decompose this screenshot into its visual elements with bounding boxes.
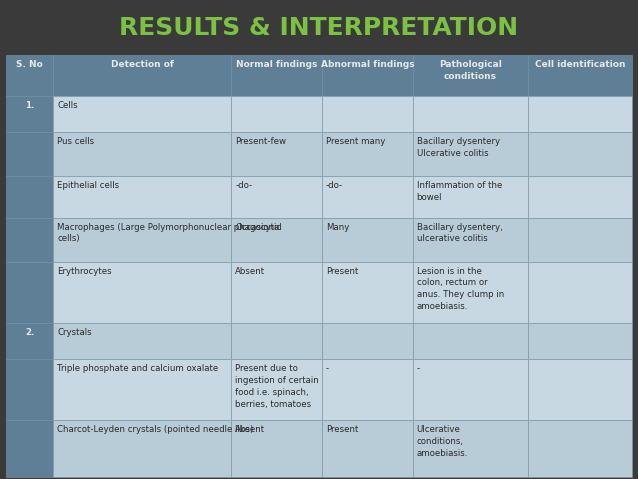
Bar (232, 218, 322, 262)
Bar (53, 96, 232, 132)
Text: Present: Present (326, 425, 359, 434)
Bar (53, 176, 232, 218)
Text: -do-: -do- (235, 181, 253, 190)
Text: Charcot-Leyden crystals (pointed needle like): Charcot-Leyden crystals (pointed needle … (57, 425, 253, 434)
Text: Occasional: Occasional (235, 223, 282, 232)
Text: Ulcerative
conditions,
amoebiasis.: Ulcerative conditions, amoebiasis. (417, 425, 468, 458)
Bar (322, 218, 413, 262)
Bar (6, 421, 54, 477)
Bar (322, 421, 413, 477)
Text: 1.: 1. (25, 101, 34, 110)
Bar (413, 176, 528, 218)
Text: Erythrocytes: Erythrocytes (57, 267, 112, 275)
Bar (232, 132, 322, 176)
Text: Present: Present (326, 267, 359, 275)
Text: Triple phosphate and calcium oxalate: Triple phosphate and calcium oxalate (57, 364, 218, 373)
Bar (232, 421, 322, 477)
Bar (322, 55, 413, 96)
Bar (6, 176, 54, 218)
Text: -: - (326, 364, 329, 373)
Bar (413, 132, 528, 176)
Text: Bacillary dysentery,
ulcerative colitis: Bacillary dysentery, ulcerative colitis (417, 223, 502, 243)
Bar (6, 55, 54, 96)
Bar (413, 218, 528, 262)
Text: Absent: Absent (235, 425, 265, 434)
Bar (6, 96, 54, 132)
Bar (528, 176, 632, 218)
Bar (413, 262, 528, 323)
Bar (6, 262, 54, 323)
Bar (322, 96, 413, 132)
Text: Pus cells: Pus cells (57, 137, 94, 146)
Bar (232, 359, 322, 421)
Text: Macrophages (Large Polymorphonuclear phagocytic
cells): Macrophages (Large Polymorphonuclear pha… (57, 223, 281, 243)
Bar (322, 262, 413, 323)
Text: Inflammation of the
bowel: Inflammation of the bowel (417, 181, 502, 202)
Text: Present due to
ingestion of certain
food i.e. spinach,
berries, tomatoes: Present due to ingestion of certain food… (235, 364, 319, 409)
Bar (6, 323, 54, 359)
Text: Bacillary dysentery
Ulcerative colitis: Bacillary dysentery Ulcerative colitis (417, 137, 500, 158)
Bar (322, 323, 413, 359)
Bar (232, 55, 322, 96)
Bar (53, 132, 232, 176)
Text: Cell identification: Cell identification (535, 60, 625, 69)
Bar (528, 421, 632, 477)
Bar (528, 359, 632, 421)
Bar (413, 421, 528, 477)
Text: Lesion is in the
colon, rectum or
anus. They clump in
amoebiasis.: Lesion is in the colon, rectum or anus. … (417, 267, 504, 311)
Bar (53, 323, 232, 359)
Text: Cells: Cells (57, 101, 78, 110)
Bar (528, 323, 632, 359)
Bar (53, 218, 232, 262)
Text: -: - (417, 364, 420, 373)
Text: Normal findings: Normal findings (236, 60, 318, 69)
Bar (528, 262, 632, 323)
Text: Crystals: Crystals (57, 328, 92, 337)
Bar (528, 218, 632, 262)
Text: Detection of: Detection of (111, 60, 174, 69)
Text: Many: Many (326, 223, 350, 232)
Bar (413, 55, 528, 96)
Bar (322, 359, 413, 421)
Bar (6, 132, 54, 176)
Bar (528, 96, 632, 132)
Text: Pathological
conditions: Pathological conditions (439, 60, 502, 80)
Bar (53, 421, 232, 477)
Text: Absent: Absent (235, 267, 265, 275)
Bar (232, 262, 322, 323)
Bar (413, 323, 528, 359)
Bar (6, 218, 54, 262)
Bar (413, 359, 528, 421)
Bar (232, 323, 322, 359)
Text: -do-: -do- (326, 181, 343, 190)
Bar (322, 132, 413, 176)
Text: S. No: S. No (17, 60, 43, 69)
Bar (6, 359, 54, 421)
Bar (53, 262, 232, 323)
Bar (528, 55, 632, 96)
Text: Epithelial cells: Epithelial cells (57, 181, 119, 190)
Bar (232, 96, 322, 132)
Bar (232, 176, 322, 218)
Text: Abnormal findings: Abnormal findings (321, 60, 414, 69)
Text: Present many: Present many (326, 137, 385, 146)
Text: 2.: 2. (25, 328, 34, 337)
Bar (53, 359, 232, 421)
Bar (528, 132, 632, 176)
Text: Present-few: Present-few (235, 137, 286, 146)
Bar (322, 176, 413, 218)
Bar (53, 55, 232, 96)
Text: RESULTS & INTERPRETATION: RESULTS & INTERPRETATION (119, 15, 519, 40)
Bar (413, 96, 528, 132)
